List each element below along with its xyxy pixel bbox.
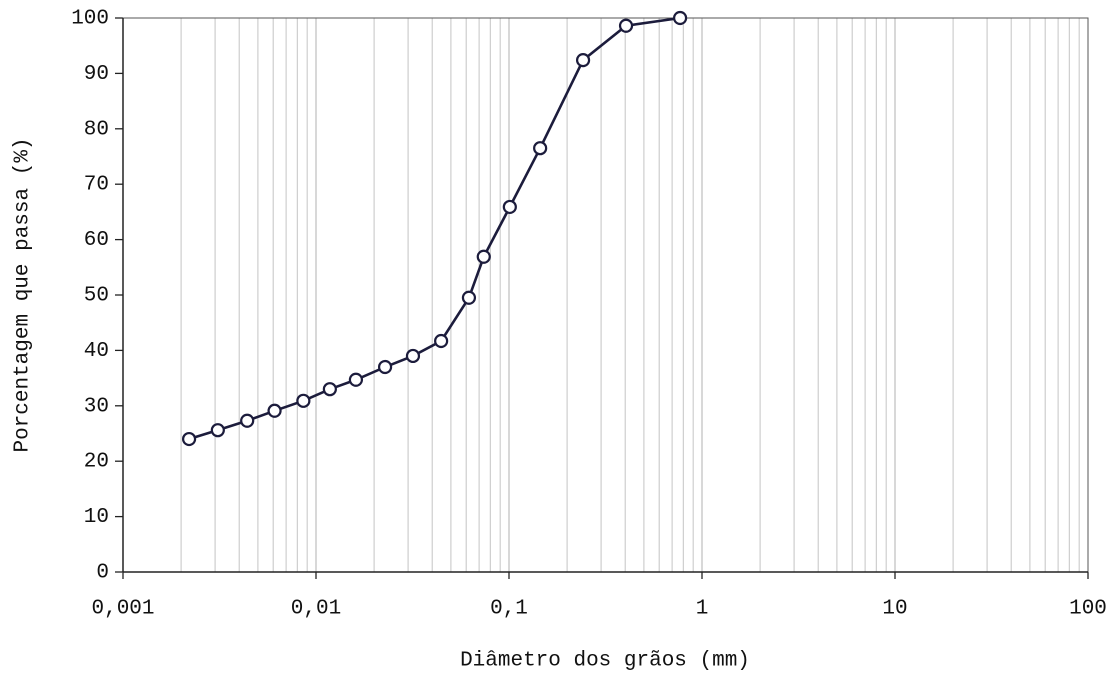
data-point: [476, 249, 491, 264]
y-tick-label: 50: [84, 285, 109, 308]
y-tick-label: 100: [71, 8, 109, 31]
data-point: [267, 403, 282, 418]
data-point: [434, 333, 449, 349]
data-point: [377, 359, 393, 375]
data-point: [502, 199, 517, 215]
x-axis-label: Diâmetro dos grãos (mm): [460, 650, 750, 673]
y-tick-label: 60: [84, 229, 109, 252]
y-tick-label: 20: [84, 451, 109, 474]
data-point: [296, 393, 311, 408]
x-tick-label: 100: [1069, 598, 1107, 621]
y-axis-label: Porcentagem que passa (%): [12, 137, 35, 452]
x-tick-label: 10: [882, 598, 907, 621]
x-tick-label: 1: [696, 598, 709, 621]
data-point: [405, 348, 421, 364]
x-tick-label: 0,1: [490, 598, 528, 621]
data-point: [618, 18, 634, 33]
data-point: [240, 413, 255, 428]
y-tick-label: 90: [84, 63, 109, 86]
data-point: [533, 141, 548, 156]
y-tick-label: 10: [84, 506, 109, 529]
data-point: [322, 382, 337, 397]
data-point: [575, 53, 591, 68]
data-point: [461, 290, 477, 305]
data-point: [181, 431, 197, 447]
x-tick-label: 0,001: [91, 598, 154, 621]
y-tick-label: 80: [84, 118, 109, 141]
data-point: [210, 423, 225, 438]
y-tick-label: 40: [84, 340, 109, 363]
y-tick-label: 30: [84, 395, 109, 418]
plot-frame: [122, 17, 1089, 573]
y-tick-label: 70: [84, 174, 109, 197]
data-point: [672, 10, 688, 26]
y-tick-label: 0: [96, 562, 109, 585]
x-tick-label: 0,01: [291, 598, 341, 621]
data-line: [188, 16, 681, 441]
data-point: [348, 372, 364, 387]
